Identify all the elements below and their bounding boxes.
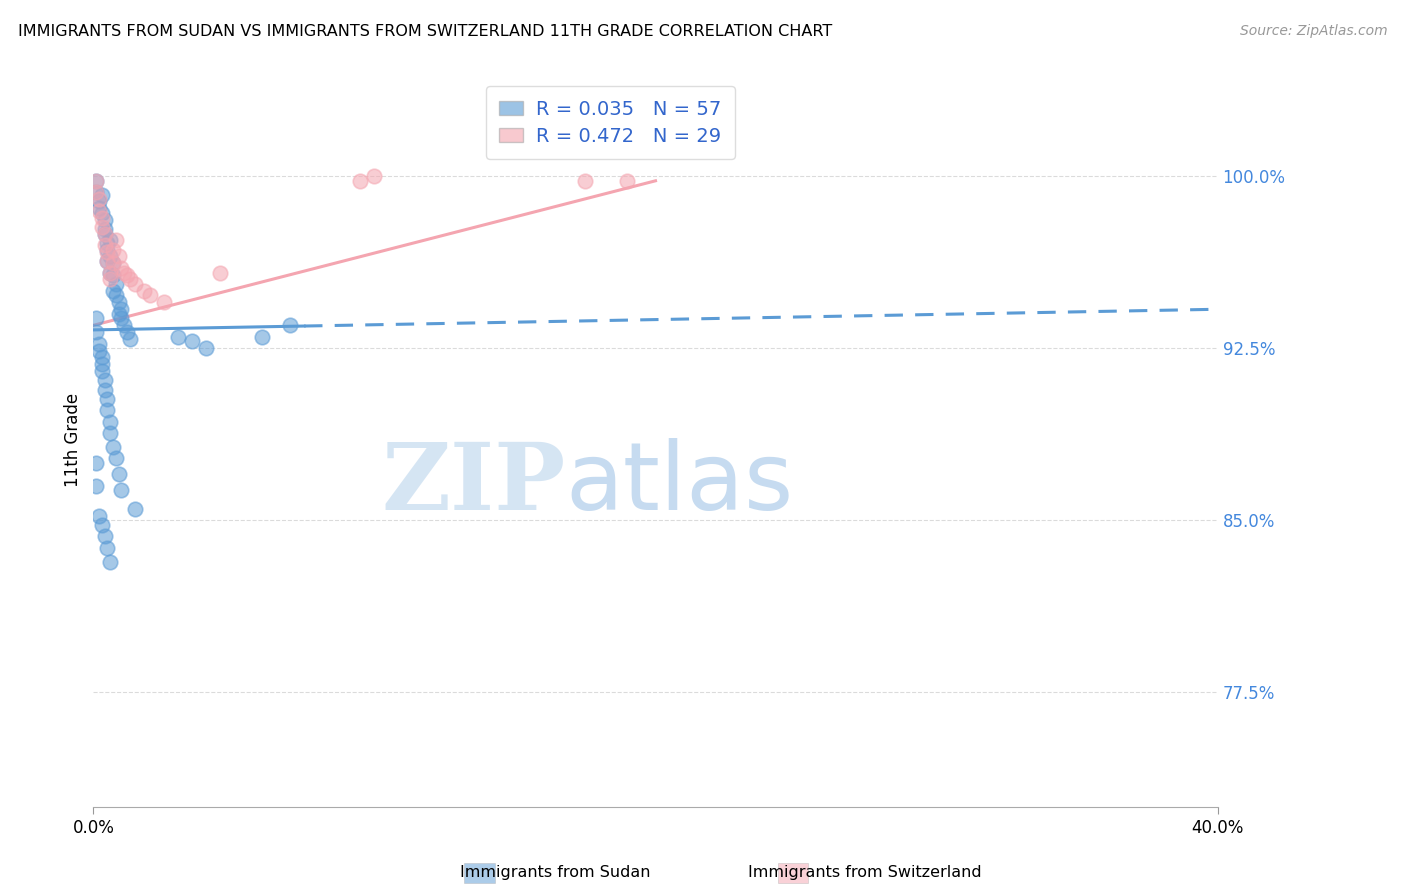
Point [104, 277, 127, 291]
Point [110, 483, 132, 498]
Point [115, 268, 138, 282]
Point [96, 392, 118, 406]
Point [93, 222, 115, 236]
Point [112, 266, 135, 280]
Point [112, 318, 135, 333]
Point [84, 325, 107, 339]
Point [208, 266, 231, 280]
Point [115, 325, 138, 339]
Point [110, 260, 132, 275]
Point [96, 541, 118, 555]
Point [98, 266, 121, 280]
Point [84, 479, 107, 493]
Point [87, 203, 110, 218]
Point [93, 383, 115, 397]
Point [152, 295, 174, 310]
Point [574, 174, 596, 188]
Point [96, 254, 118, 268]
Point [90, 206, 112, 220]
Text: Immigrants from Switzerland: Immigrants from Switzerland [748, 865, 981, 880]
Point [84, 456, 107, 470]
Point [84, 186, 107, 200]
Point [93, 529, 115, 543]
Point [118, 272, 141, 286]
Point [278, 318, 301, 333]
Point [90, 187, 112, 202]
Point [349, 174, 371, 188]
Y-axis label: 11th Grade: 11th Grade [65, 393, 82, 487]
Point [84, 311, 107, 326]
Point [90, 364, 112, 378]
Point [84, 186, 107, 200]
Point [87, 194, 110, 209]
Point [93, 238, 115, 252]
Text: Immigrants from Sudan: Immigrants from Sudan [460, 865, 651, 880]
Point [110, 302, 132, 317]
Point [118, 332, 141, 346]
Point [90, 357, 112, 371]
Point [87, 192, 110, 206]
Point [98, 266, 121, 280]
Point [98, 555, 121, 569]
Point [96, 254, 118, 268]
Point [104, 288, 127, 302]
Point [84, 174, 107, 188]
Point [180, 334, 202, 349]
Point [101, 268, 124, 282]
Point [616, 174, 638, 188]
Point [90, 211, 112, 225]
Point [101, 440, 124, 454]
Point [107, 250, 129, 264]
Point [98, 426, 121, 441]
Point [96, 403, 118, 417]
Text: atlas: atlas [565, 438, 794, 530]
Point [104, 234, 127, 248]
Point [87, 343, 110, 358]
Point [96, 244, 118, 259]
Point [98, 272, 121, 286]
Point [166, 330, 188, 344]
Point [96, 235, 118, 250]
Point [90, 517, 112, 532]
Point [98, 250, 121, 264]
Point [101, 256, 124, 270]
Point [132, 284, 155, 298]
Point [98, 234, 121, 248]
Point [84, 174, 107, 188]
Point [107, 467, 129, 482]
Point [87, 202, 110, 216]
Point [101, 256, 124, 270]
Point [98, 415, 121, 429]
Point [110, 311, 132, 326]
Point [93, 227, 115, 241]
Point [104, 451, 127, 466]
Point [107, 295, 129, 310]
Text: Source: ZipAtlas.com: Source: ZipAtlas.com [1240, 24, 1388, 38]
Point [93, 212, 115, 227]
Point [101, 243, 124, 257]
Legend: R = 0.035   N = 57, R = 0.472   N = 29: R = 0.035 N = 57, R = 0.472 N = 29 [486, 87, 735, 160]
Point [138, 288, 160, 302]
Point [124, 277, 146, 291]
Point [90, 219, 112, 234]
Text: ZIP: ZIP [381, 439, 565, 529]
Point [124, 501, 146, 516]
Point [90, 351, 112, 365]
Point [87, 508, 110, 523]
Point [93, 227, 115, 241]
Text: IMMIGRANTS FROM SUDAN VS IMMIGRANTS FROM SWITZERLAND 11TH GRADE CORRELATION CHAR: IMMIGRANTS FROM SUDAN VS IMMIGRANTS FROM… [18, 24, 832, 39]
Point [194, 341, 217, 355]
Point [93, 373, 115, 387]
Point [250, 330, 273, 344]
Point [107, 307, 129, 321]
Point [87, 336, 110, 351]
Point [96, 243, 118, 257]
Point [363, 169, 385, 184]
Point [101, 284, 124, 298]
